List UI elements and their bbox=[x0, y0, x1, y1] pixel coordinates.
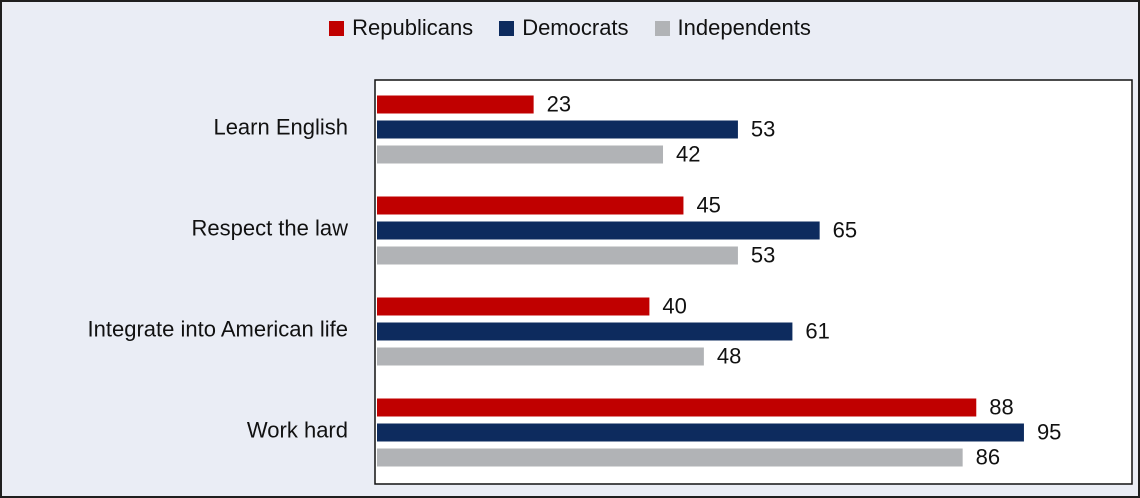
value-label: 88 bbox=[989, 394, 1013, 419]
bar-democrats bbox=[377, 423, 1024, 442]
bar-democrats bbox=[377, 322, 793, 341]
legend-swatch-independents bbox=[654, 20, 670, 36]
legend-item-independents: Independents bbox=[654, 15, 811, 41]
category-label: Integrate into American life bbox=[88, 316, 348, 341]
bar-republicans bbox=[377, 297, 650, 316]
value-label: 23 bbox=[547, 91, 571, 116]
bar-independents bbox=[377, 448, 963, 467]
value-label: 42 bbox=[676, 141, 700, 166]
value-label: 61 bbox=[805, 318, 829, 343]
value-label: 40 bbox=[662, 293, 686, 318]
value-label: 95 bbox=[1037, 419, 1061, 444]
legend-item-republicans: Republicans bbox=[329, 15, 473, 41]
value-label: 65 bbox=[833, 217, 857, 242]
bar-independents bbox=[377, 145, 664, 164]
bar-republicans bbox=[377, 196, 684, 215]
value-label: 86 bbox=[976, 444, 1000, 469]
legend-swatch-democrats bbox=[499, 20, 515, 36]
bar-democrats bbox=[377, 120, 738, 139]
value-label: 45 bbox=[696, 192, 720, 217]
legend-label-democrats: Democrats bbox=[522, 15, 629, 40]
legend: Republicans Democrats Independents bbox=[2, 10, 1138, 46]
value-label: 53 bbox=[751, 242, 775, 267]
category-label: Respect the law bbox=[191, 215, 348, 240]
legend-item-democrats: Democrats bbox=[499, 15, 629, 41]
bar-republicans bbox=[377, 398, 977, 417]
bar-independents bbox=[377, 246, 738, 265]
legend-label-independents: Independents bbox=[677, 15, 811, 40]
bar-independents bbox=[377, 347, 704, 366]
legend-label-republicans: Republicans bbox=[352, 15, 474, 40]
value-label: 53 bbox=[751, 116, 775, 141]
bar-democrats bbox=[377, 221, 820, 240]
category-label: Learn English bbox=[213, 114, 348, 139]
category-label: Work hard bbox=[247, 417, 348, 442]
value-label: 48 bbox=[717, 343, 741, 368]
bar-republicans bbox=[377, 95, 534, 114]
legend-swatch-republicans bbox=[329, 20, 345, 36]
